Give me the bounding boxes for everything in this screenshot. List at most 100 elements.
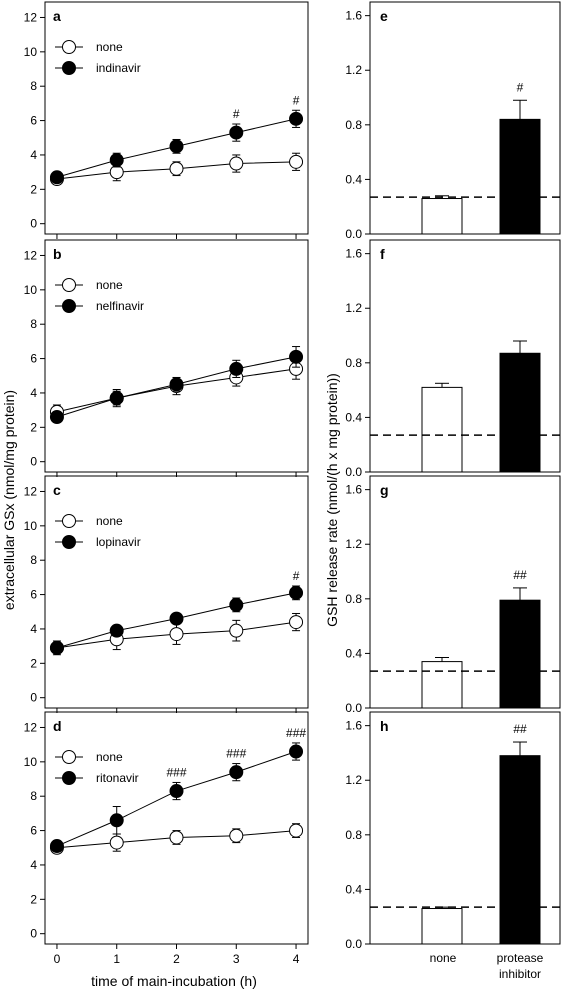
panel-letter: d (53, 718, 62, 734)
data-point-filled (49, 839, 64, 854)
y-tick-label: 12 (24, 10, 38, 24)
significance-mark: # (517, 80, 524, 94)
left-y-axis-label: extracellular GSx (nmol/mg protein) (1, 390, 17, 610)
data-point-filled (229, 597, 244, 612)
data-point-open (109, 835, 124, 850)
plot-frame (369, 239, 561, 473)
panel-a: 0 2 4 6 8 10 12 a none indinavir # # (24, 1, 309, 239)
significance-mark: ### (286, 726, 306, 740)
y-tick-label: 4 (30, 148, 37, 162)
data-point-filled (229, 125, 244, 140)
x-tick-label: 2 (173, 952, 180, 966)
panel-h: 0.0 0.4 0.8 1.2 1.6 h ## (345, 711, 561, 951)
y-tick-label: 4 (30, 858, 37, 872)
data-point-filled (289, 585, 304, 600)
y-tick-label: 0.4 (345, 882, 362, 896)
data-point-open (229, 828, 244, 843)
data-point-filled (109, 391, 124, 406)
right-y-axis-label: GSH release rate (nmol/(h x mg protein)) (324, 373, 340, 627)
plot-frame (44, 475, 309, 709)
x-category-inhibitor: inhibitor (499, 967, 541, 981)
plot-frame (369, 711, 561, 945)
data-point-filled (109, 153, 124, 168)
y-tick-label: 0.0 (345, 701, 362, 715)
data-point-filled (289, 111, 304, 126)
panel-e: 0.0 0.4 0.8 1.2 1.6 e # (345, 1, 561, 241)
legend-label: none (96, 40, 123, 54)
panel-letter: g (380, 482, 389, 498)
plot-frame (44, 1, 309, 235)
y-tick-label: 8 (30, 553, 37, 567)
y-tick-label: 0 (30, 455, 37, 469)
y-tick-label: 0.0 (345, 937, 362, 951)
y-tick-label: 4 (30, 622, 37, 636)
significance-mark: # (293, 93, 300, 107)
legend-marker (62, 514, 76, 528)
plot-frame (44, 711, 309, 945)
x-tick-label: 0 (54, 952, 61, 966)
bar-protease-inhibitor (499, 352, 541, 473)
legend-marker (62, 299, 76, 313)
panel-f: 0.0 0.4 0.8 1.2 1.6 f (345, 239, 561, 479)
y-tick-label: 10 (24, 283, 38, 297)
panel-letter: f (380, 246, 385, 262)
panel-c: 0 2 4 6 8 10 12 c none lopinavir # (24, 475, 309, 713)
y-tick-label: 0.8 (345, 592, 362, 606)
data-point-open (109, 165, 124, 180)
legend-marker (62, 771, 76, 785)
y-tick-label: 1.2 (345, 773, 362, 787)
x-tick-label: 4 (293, 952, 300, 966)
plot-frame (369, 475, 561, 709)
significance-mark: # (233, 107, 240, 121)
y-tick-label: 0 (30, 217, 37, 231)
plot-frame (369, 1, 561, 235)
bar-none (421, 908, 463, 945)
data-point-open (169, 830, 184, 845)
legend-label: nelfinavir (96, 299, 144, 313)
legend-marker (62, 535, 76, 549)
y-tick-label: 0.4 (345, 172, 362, 186)
y-tick-label: 10 (24, 519, 38, 533)
data-point-filled (109, 623, 124, 638)
legend-marker (62, 61, 76, 75)
data-point-filled (49, 170, 64, 185)
y-tick-label: 1.2 (345, 537, 362, 551)
bar-protease-inhibitor (499, 599, 541, 709)
panel-b: 0 2 4 6 8 10 12 b none nelfinavir (24, 239, 309, 477)
x-category-none: none (430, 951, 457, 965)
panel-letter: c (53, 482, 61, 498)
x-category-protease: protease (497, 951, 544, 965)
y-tick-label: 10 (24, 755, 38, 769)
y-tick-label: 8 (30, 79, 37, 93)
y-tick-label: 12 (24, 720, 38, 734)
plot-frame (44, 239, 309, 473)
data-point-open (169, 627, 184, 642)
data-point-filled (169, 611, 184, 626)
data-point-filled (289, 744, 304, 759)
panel-letter: e (380, 8, 388, 24)
legend-label: none (96, 750, 123, 764)
data-point-open (229, 156, 244, 171)
y-tick-label: 6 (30, 588, 37, 602)
legend-marker (62, 750, 76, 764)
y-tick-label: 10 (24, 45, 38, 59)
data-point-open (169, 161, 184, 176)
significance-mark: ## (513, 722, 527, 736)
data-point-filled (169, 784, 184, 799)
panel-g: 0.0 0.4 0.8 1.2 1.6 g ## (345, 475, 561, 715)
y-tick-label: 6 (30, 824, 37, 838)
y-tick-label: 2 (30, 420, 37, 434)
y-tick-label: 12 (24, 484, 38, 498)
y-tick-label: 8 (30, 317, 37, 331)
bar-none (421, 661, 463, 709)
y-tick-label: 0.4 (345, 410, 362, 424)
y-tick-label: 0.4 (345, 646, 362, 660)
legend-marker (62, 40, 76, 54)
data-point-open (289, 823, 304, 838)
y-tick-label: 0.8 (345, 118, 362, 132)
legend-label: lopinavir (96, 535, 141, 549)
y-tick-label: 1.6 (345, 483, 362, 497)
data-point-filled (109, 813, 124, 828)
bar-protease-inhibitor (499, 755, 541, 945)
data-point-filled (289, 349, 304, 364)
